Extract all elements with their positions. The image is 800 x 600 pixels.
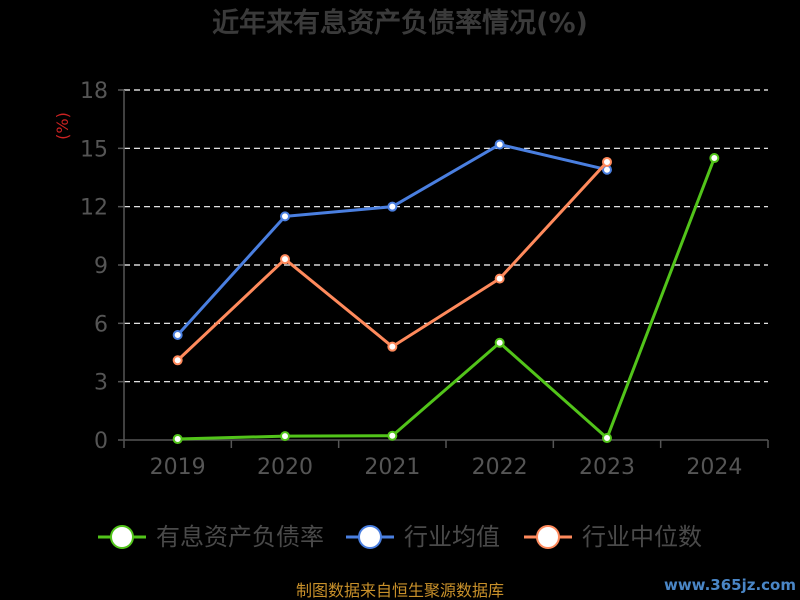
x-tick-label: 2021 xyxy=(364,455,420,480)
grid xyxy=(124,89,768,383)
data-point[interactable] xyxy=(387,430,398,441)
series-0 xyxy=(172,153,720,445)
series-2 xyxy=(172,156,612,366)
data-point[interactable] xyxy=(172,330,183,340)
y-axis-unit-label: (%) xyxy=(53,112,72,140)
y-tick-label: 15 xyxy=(80,137,108,162)
y-tick-label: 6 xyxy=(94,312,108,337)
legend-label: 行业均值 xyxy=(404,523,500,551)
axes: 0 3 6 9 12 15 18 2019 2020 2021 2022 2023 2024 xyxy=(80,79,769,480)
data-point[interactable] xyxy=(172,434,183,445)
x-tick-label: 2023 xyxy=(579,455,635,480)
data-point[interactable] xyxy=(709,153,720,164)
y-tick-label: 12 xyxy=(80,196,108,221)
legend-item[interactable]: 行业中位数 xyxy=(524,523,702,551)
legend-label: 有息资产负债率 xyxy=(156,523,324,551)
y-tick-label: 3 xyxy=(94,371,108,396)
data-point[interactable] xyxy=(602,433,612,444)
data-point[interactable] xyxy=(280,211,290,222)
x-tick-label: 2020 xyxy=(257,455,313,480)
x-tick-label: 2024 xyxy=(686,455,742,480)
y-tick-label: 18 xyxy=(80,79,108,104)
series-lines xyxy=(172,139,720,445)
legend-item[interactable]: 有息资产负债率 xyxy=(98,523,324,551)
legend-label: 行业中位数 xyxy=(582,523,702,551)
series-line xyxy=(176,142,608,337)
legend-marker xyxy=(536,525,560,549)
data-point[interactable] xyxy=(172,355,183,366)
data-point[interactable] xyxy=(602,156,612,167)
data-point[interactable] xyxy=(387,201,398,212)
legend-marker xyxy=(358,525,382,549)
y-tick-label: 0 xyxy=(94,429,108,454)
series-line xyxy=(177,157,716,441)
watermark: www.365jz.com xyxy=(664,576,796,594)
x-tick-label: 2022 xyxy=(472,455,528,480)
data-point[interactable] xyxy=(494,139,505,150)
data-point[interactable] xyxy=(494,337,505,348)
data-point[interactable] xyxy=(494,273,505,284)
legend-item[interactable]: 行业均值 xyxy=(346,523,500,551)
data-point[interactable] xyxy=(280,254,290,265)
data-point[interactable] xyxy=(387,341,398,352)
series-line xyxy=(176,160,609,362)
source-note: 制图数据来自恒生聚源数据库 xyxy=(296,581,504,600)
series-1 xyxy=(172,139,612,340)
legend-marker xyxy=(110,525,134,549)
x-tick-label: 2019 xyxy=(150,455,206,480)
y-tick-label: 9 xyxy=(94,254,108,279)
data-point[interactable] xyxy=(280,431,290,442)
chart-title: 近年来有息资产负债率情况(%) xyxy=(212,7,588,39)
legend[interactable]: 有息资产负债率 行业均值 行业中位数 xyxy=(98,523,702,551)
